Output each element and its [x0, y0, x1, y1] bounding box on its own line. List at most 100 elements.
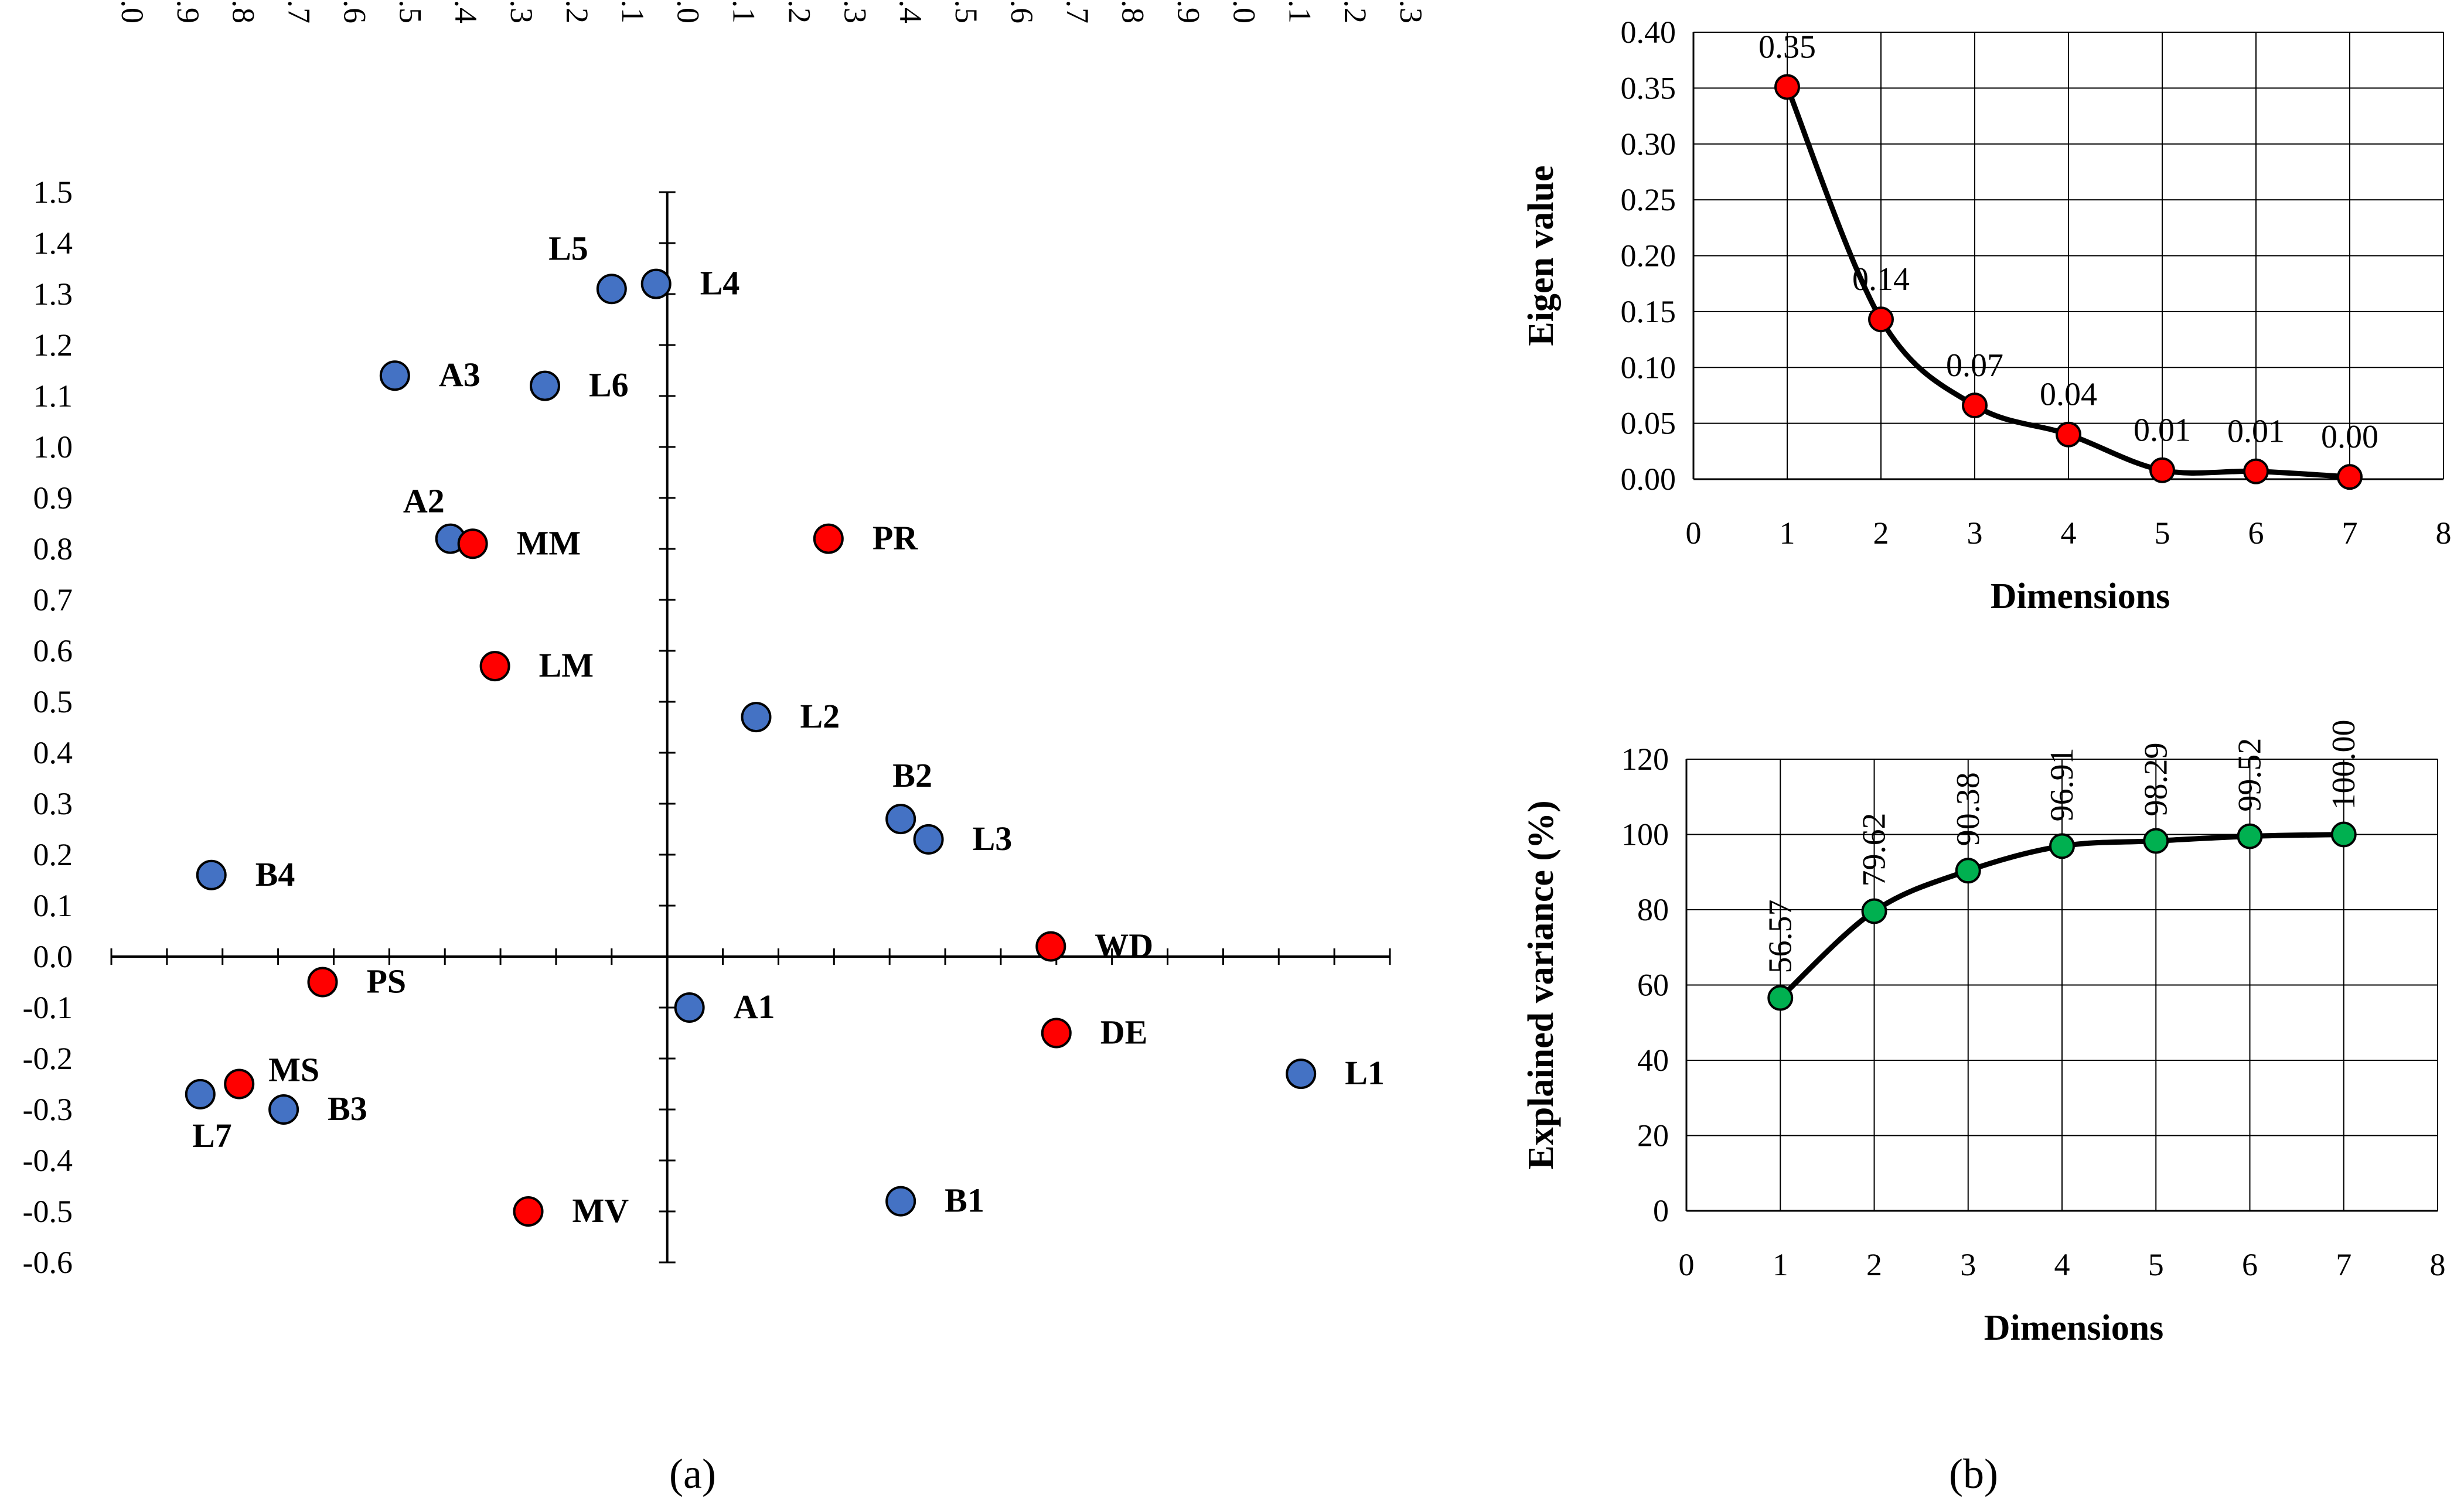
y-tick-label: 0.9 [33, 480, 73, 515]
x-tick-label: 5 [2155, 515, 2170, 551]
point-pr-marker [813, 523, 844, 554]
y-tick-label: -0.1 [23, 990, 73, 1025]
y-axis-title: Eigen value [1521, 165, 1561, 346]
x-tick-label: -1.0 [115, 0, 150, 23]
y-tick-label: -0.3 [23, 1092, 73, 1127]
point-a3-marker [379, 360, 410, 391]
point-label: MV [572, 1192, 629, 1230]
point-l7-marker [185, 1078, 216, 1109]
y-tick-label: 80 [1637, 892, 1669, 927]
explained-variance-chart: 0 1 2 3 4 5 6 7 8020406080100120DimensionsExplai… [1521, 720, 2446, 1348]
y-tick-label: 1.4 [33, 226, 73, 261]
y-tick-label: 0.7 [33, 582, 73, 617]
point-wd-marker [1035, 931, 1066, 962]
y-tick-label: 0.05 [1621, 406, 1676, 441]
y-tick-label: 0.4 [33, 735, 73, 770]
x-tick-label: 0 [1686, 515, 1702, 551]
data-point-marker [2143, 828, 2169, 854]
data-point-marker [2243, 458, 2269, 484]
y-tick-label: 120 [1621, 742, 1669, 777]
y-tick-label: 0.15 [1621, 294, 1676, 329]
y-tick-label: 0.1 [33, 888, 73, 923]
point-label: A3 [439, 356, 480, 394]
biplot-chart: -1.0 -0.9 -0.8 -0.7 -0.6 -0.5 -0.4 -0.3 -0.2 -0.1… [23, 0, 1429, 1280]
x-tick-label: 1 [1773, 1247, 1788, 1282]
data-label: 0.14 [1852, 261, 1910, 298]
x-tick-label: 0.9 [1171, 0, 1207, 23]
data-point-marker [2149, 457, 2175, 483]
y-tick-label: 0.40 [1621, 15, 1676, 50]
point-label: L6 [589, 366, 629, 404]
point-label: L4 [700, 264, 740, 302]
data-point-marker [1962, 392, 1988, 419]
y-tick-label: 0.25 [1621, 182, 1676, 217]
x-tick-label: -0.2 [560, 0, 595, 23]
y-tick-label: 100 [1621, 817, 1669, 852]
data-point-marker [1774, 74, 1800, 100]
data-point-marker [2330, 821, 2357, 848]
data-label: 96.91 [2044, 747, 2080, 821]
data-label: 0.07 [1946, 347, 2003, 384]
point-ps-marker [307, 967, 338, 998]
point-lm-marker [479, 651, 510, 682]
point-label: B3 [328, 1090, 367, 1128]
x-tick-label: -0.9 [171, 0, 206, 23]
data-point-marker [2056, 421, 2081, 448]
point-label: L2 [800, 697, 840, 735]
x-tick-label: 4 [2061, 515, 2077, 551]
point-b2-marker [885, 804, 916, 835]
point-label: B4 [255, 855, 295, 893]
x-tick-label: -0.1 [615, 0, 650, 23]
y-tick-label: 60 [1637, 968, 1669, 1003]
point-l6-marker [529, 370, 560, 401]
x-tick-label: -0.4 [448, 0, 483, 23]
point-label: A2 [403, 482, 445, 520]
point-ms-marker [224, 1068, 255, 1100]
y-tick-label: 0.0 [33, 939, 73, 974]
x-tick-label: 0 [1679, 1247, 1695, 1282]
point-l3-marker [913, 824, 944, 855]
x-tick-label: 3 [1960, 1247, 1976, 1282]
x-tick-label: 0.6 [1004, 0, 1040, 23]
x-tick-label: 0.0 [671, 0, 706, 23]
point-l4-marker [640, 268, 672, 299]
point-label: L3 [973, 820, 1013, 858]
x-tick-label: -0.7 [282, 0, 317, 23]
data-label: 0.00 [2321, 419, 2378, 455]
y-axis-title: Explained variance (%) [1521, 800, 1561, 1169]
x-tick-label: 5 [2148, 1247, 2164, 1282]
point-label: L5 [548, 229, 588, 267]
x-axis-title: Dimensions [1984, 1308, 2164, 1348]
point-l5-marker [596, 274, 627, 305]
point-l2-marker [741, 702, 772, 733]
x-tick-label: 0.2 [782, 0, 817, 23]
y-tick-label: -0.2 [23, 1041, 73, 1076]
x-tick-label: -0.5 [393, 0, 428, 23]
y-tick-label: 20 [1637, 1118, 1669, 1153]
data-point-marker [1767, 985, 1794, 1011]
y-tick-label: 0.5 [33, 684, 73, 719]
y-tick-label: 1.1 [33, 378, 73, 414]
y-tick-label: 1.2 [33, 327, 73, 363]
x-tick-label: 1.1 [1282, 0, 1317, 23]
x-tick-label: 8 [2436, 515, 2452, 551]
point-label: MS [268, 1051, 319, 1089]
y-tick-label: 0.10 [1621, 350, 1676, 385]
eigenvalue-chart: 0 1 2 3 4 5 6 7 8 0.00 0.05 0.10 0.15 0.20 0.25 0.30 0.3… [1521, 15, 2452, 616]
y-tick-label: -0.6 [23, 1245, 73, 1280]
point-label: L7 [192, 1117, 232, 1155]
x-tick-label: 0.5 [949, 0, 984, 23]
x-tick-label: -0.3 [504, 0, 539, 23]
x-tick-label: 1 [1780, 515, 1795, 551]
y-tick-label: 1.3 [33, 276, 73, 312]
point-l1-marker [1286, 1059, 1317, 1090]
x-tick-label: 0.4 [893, 0, 928, 23]
x-tick-label: 0.1 [727, 0, 762, 23]
y-tick-label: -0.5 [23, 1194, 73, 1229]
y-tick-label: 0.2 [33, 837, 73, 872]
point-b4-marker [196, 859, 227, 890]
point-de-marker [1041, 1018, 1072, 1049]
y-tick-label: 1.0 [33, 429, 73, 465]
y-tick-label: 0 [1653, 1193, 1669, 1228]
